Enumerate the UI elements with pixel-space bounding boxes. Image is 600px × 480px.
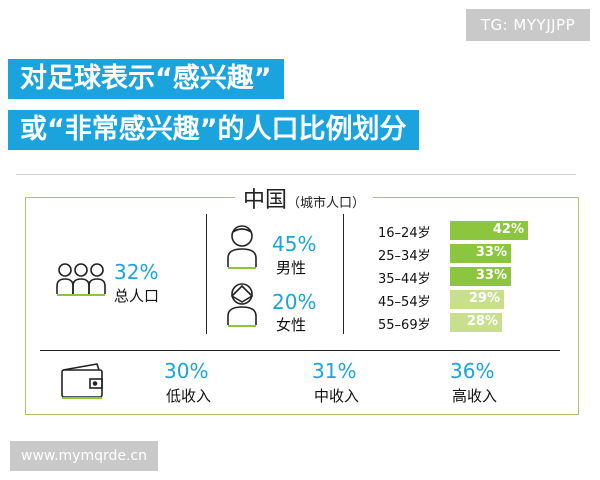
male-icon: [227, 225, 257, 269]
age-bar: [450, 221, 528, 240]
age-bar-value: 29%: [468, 291, 500, 306]
age-label: 35–44岁: [378, 272, 431, 287]
income-mid-label: 中收入: [314, 387, 360, 405]
income-mid-value: 31%: [312, 359, 357, 383]
title-line-2: 或“非常感兴趣”的人口比例划分: [8, 110, 419, 150]
divider: [16, 174, 576, 175]
wallet-icon: [61, 363, 103, 399]
age-label: 16–24岁: [378, 226, 431, 241]
watermark-bottom: www.mymqrde.cn: [10, 441, 158, 471]
income-high-label: 高收入: [452, 387, 498, 405]
country-scope: （城市人口）: [287, 196, 366, 211]
age-bar-value: 42%: [492, 222, 524, 237]
age-bar: [450, 267, 511, 286]
country-name: 中国: [243, 188, 288, 213]
income-low-label: 低收入: [166, 387, 212, 405]
watermark-top: TG: MYYJJPP: [466, 9, 590, 41]
divider-right: [343, 214, 344, 334]
age-label: 25–34岁: [378, 249, 431, 264]
age-bar-value: 33%: [475, 245, 507, 260]
age-bar: [450, 313, 502, 332]
male-value: 45%: [272, 232, 317, 256]
title-line-1: 对足球表示“感兴趣”: [8, 59, 284, 99]
country-heading: 中国（城市人口）: [235, 182, 374, 214]
divider-left: [206, 214, 207, 334]
male-label: 男性: [276, 259, 307, 277]
total-label: 总人口: [114, 287, 160, 305]
age-bar: [450, 290, 504, 309]
divider-income: [40, 350, 560, 351]
female-icon: [227, 283, 257, 327]
total-value: 32%: [114, 260, 159, 284]
female-value: 20%: [272, 290, 317, 314]
female-label: 女性: [276, 316, 307, 334]
income-low-value: 30%: [164, 359, 209, 383]
age-bar: [450, 244, 511, 263]
age-label: 55–69岁: [378, 318, 431, 333]
people-group-icon: [56, 263, 106, 296]
income-high-value: 36%: [450, 359, 495, 383]
age-bar-value: 33%: [475, 268, 507, 283]
age-label: 45–54岁: [378, 295, 431, 310]
age-bar-value: 28%: [466, 314, 498, 329]
